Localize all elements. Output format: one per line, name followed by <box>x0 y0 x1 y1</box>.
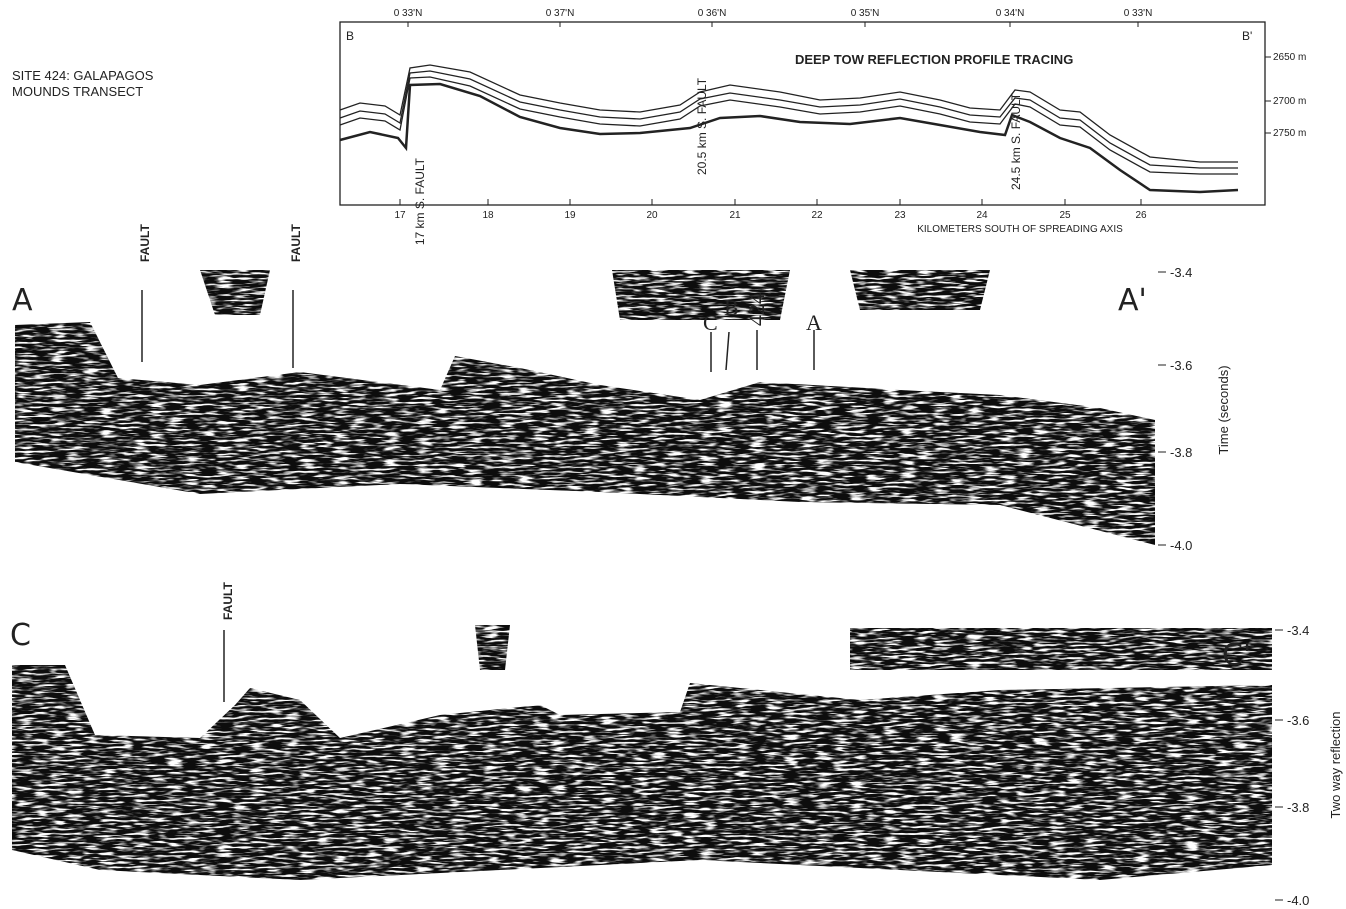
km-label: 24 <box>976 210 988 221</box>
fault-label: 24.5 km S. FAULT <box>1009 92 1023 190</box>
site-arrows <box>711 330 814 372</box>
depth-label: 2750 m <box>1273 128 1306 139</box>
km-label: 21 <box>729 210 741 221</box>
fault-label: FAULT <box>138 224 152 262</box>
site-marker: B <box>724 295 739 320</box>
profile-label: A <box>12 283 33 318</box>
profile-a: A A' FAULT FAULT C B 424 A Time (seconds… <box>12 224 1231 545</box>
time-tick-label: -3.4 <box>1170 265 1192 280</box>
fault-label: FAULT <box>289 224 303 262</box>
layer <box>340 65 1238 162</box>
site-label: MOUNDS TRANSECT <box>12 84 143 99</box>
fault-label: 20.5 km S. FAULT <box>695 77 709 175</box>
surface-texture <box>850 628 1272 670</box>
layer <box>340 77 1238 174</box>
depth-label: 2650 m <box>1273 52 1306 63</box>
time-tick-label: -3.6 <box>1287 713 1309 728</box>
site-label: SITE 424: GALAPAGOS <box>12 68 154 83</box>
surface-texture <box>475 625 510 670</box>
km-label: 18 <box>482 210 494 221</box>
time-tick-label: -3.8 <box>1170 445 1192 460</box>
latitude-label: 0 35'N <box>851 8 880 19</box>
tracing-title: DEEP TOW REFLECTION PROFILE TRACING <box>795 52 1073 67</box>
profile-label: A' <box>1118 283 1147 318</box>
time-tick-label: -3.8 <box>1287 800 1309 815</box>
profile-c: C C' FAULT Two way reflection <box>10 582 1343 880</box>
latitude-label: 0 34'N <box>996 8 1025 19</box>
km-label: 23 <box>894 210 906 221</box>
corner-label: B' <box>1242 29 1252 43</box>
profile-label: C <box>10 618 31 653</box>
corner-label: B <box>346 29 354 43</box>
axis-label: Two way reflection <box>1328 712 1343 819</box>
time-tick-label: -4.0 <box>1170 538 1192 553</box>
x-axis-label: KILOMETERS SOUTH OF SPREADING AXIS <box>917 224 1123 235</box>
km-label: 19 <box>564 210 576 221</box>
tracing-panel: B B' DEEP TOW REFLECTION PROFILE TRACING… <box>340 22 1265 245</box>
fault-label: FAULT <box>221 582 235 620</box>
fault-label: 17 km S. FAULT <box>413 157 427 245</box>
km-label: 26 <box>1135 210 1147 221</box>
latitude-label: 0 36'N <box>698 8 727 19</box>
km-label: 17 <box>394 210 406 221</box>
km-label: 22 <box>811 210 823 221</box>
reflection-texture <box>15 322 1155 545</box>
latitude-label: 0 33'N <box>394 8 423 19</box>
latitude-label: 0 37'N <box>546 8 575 19</box>
surface-texture <box>850 270 990 310</box>
axis-label: Time (seconds) <box>1216 365 1231 454</box>
km-label: 20 <box>646 210 658 221</box>
site-marker: C <box>703 310 718 335</box>
km-label: 25 <box>1059 210 1071 221</box>
time-tick-label: -3.4 <box>1287 623 1309 638</box>
tracing-frame <box>340 22 1265 205</box>
time-tick-label: -3.6 <box>1170 358 1192 373</box>
figure: SITE 424: GALAPAGOS MOUNDS TRANSECT B B'… <box>0 0 1346 909</box>
profile-label: C' <box>1222 638 1251 673</box>
surface-texture <box>200 270 270 315</box>
depth-label: 2700 m <box>1273 96 1306 107</box>
reflection-texture <box>12 665 1272 880</box>
site-marker: 424 <box>744 293 769 326</box>
site-marker: A <box>806 310 822 335</box>
latitude-label: 0 33'N <box>1124 8 1153 19</box>
time-tick-label: -4.0 <box>1287 893 1309 908</box>
